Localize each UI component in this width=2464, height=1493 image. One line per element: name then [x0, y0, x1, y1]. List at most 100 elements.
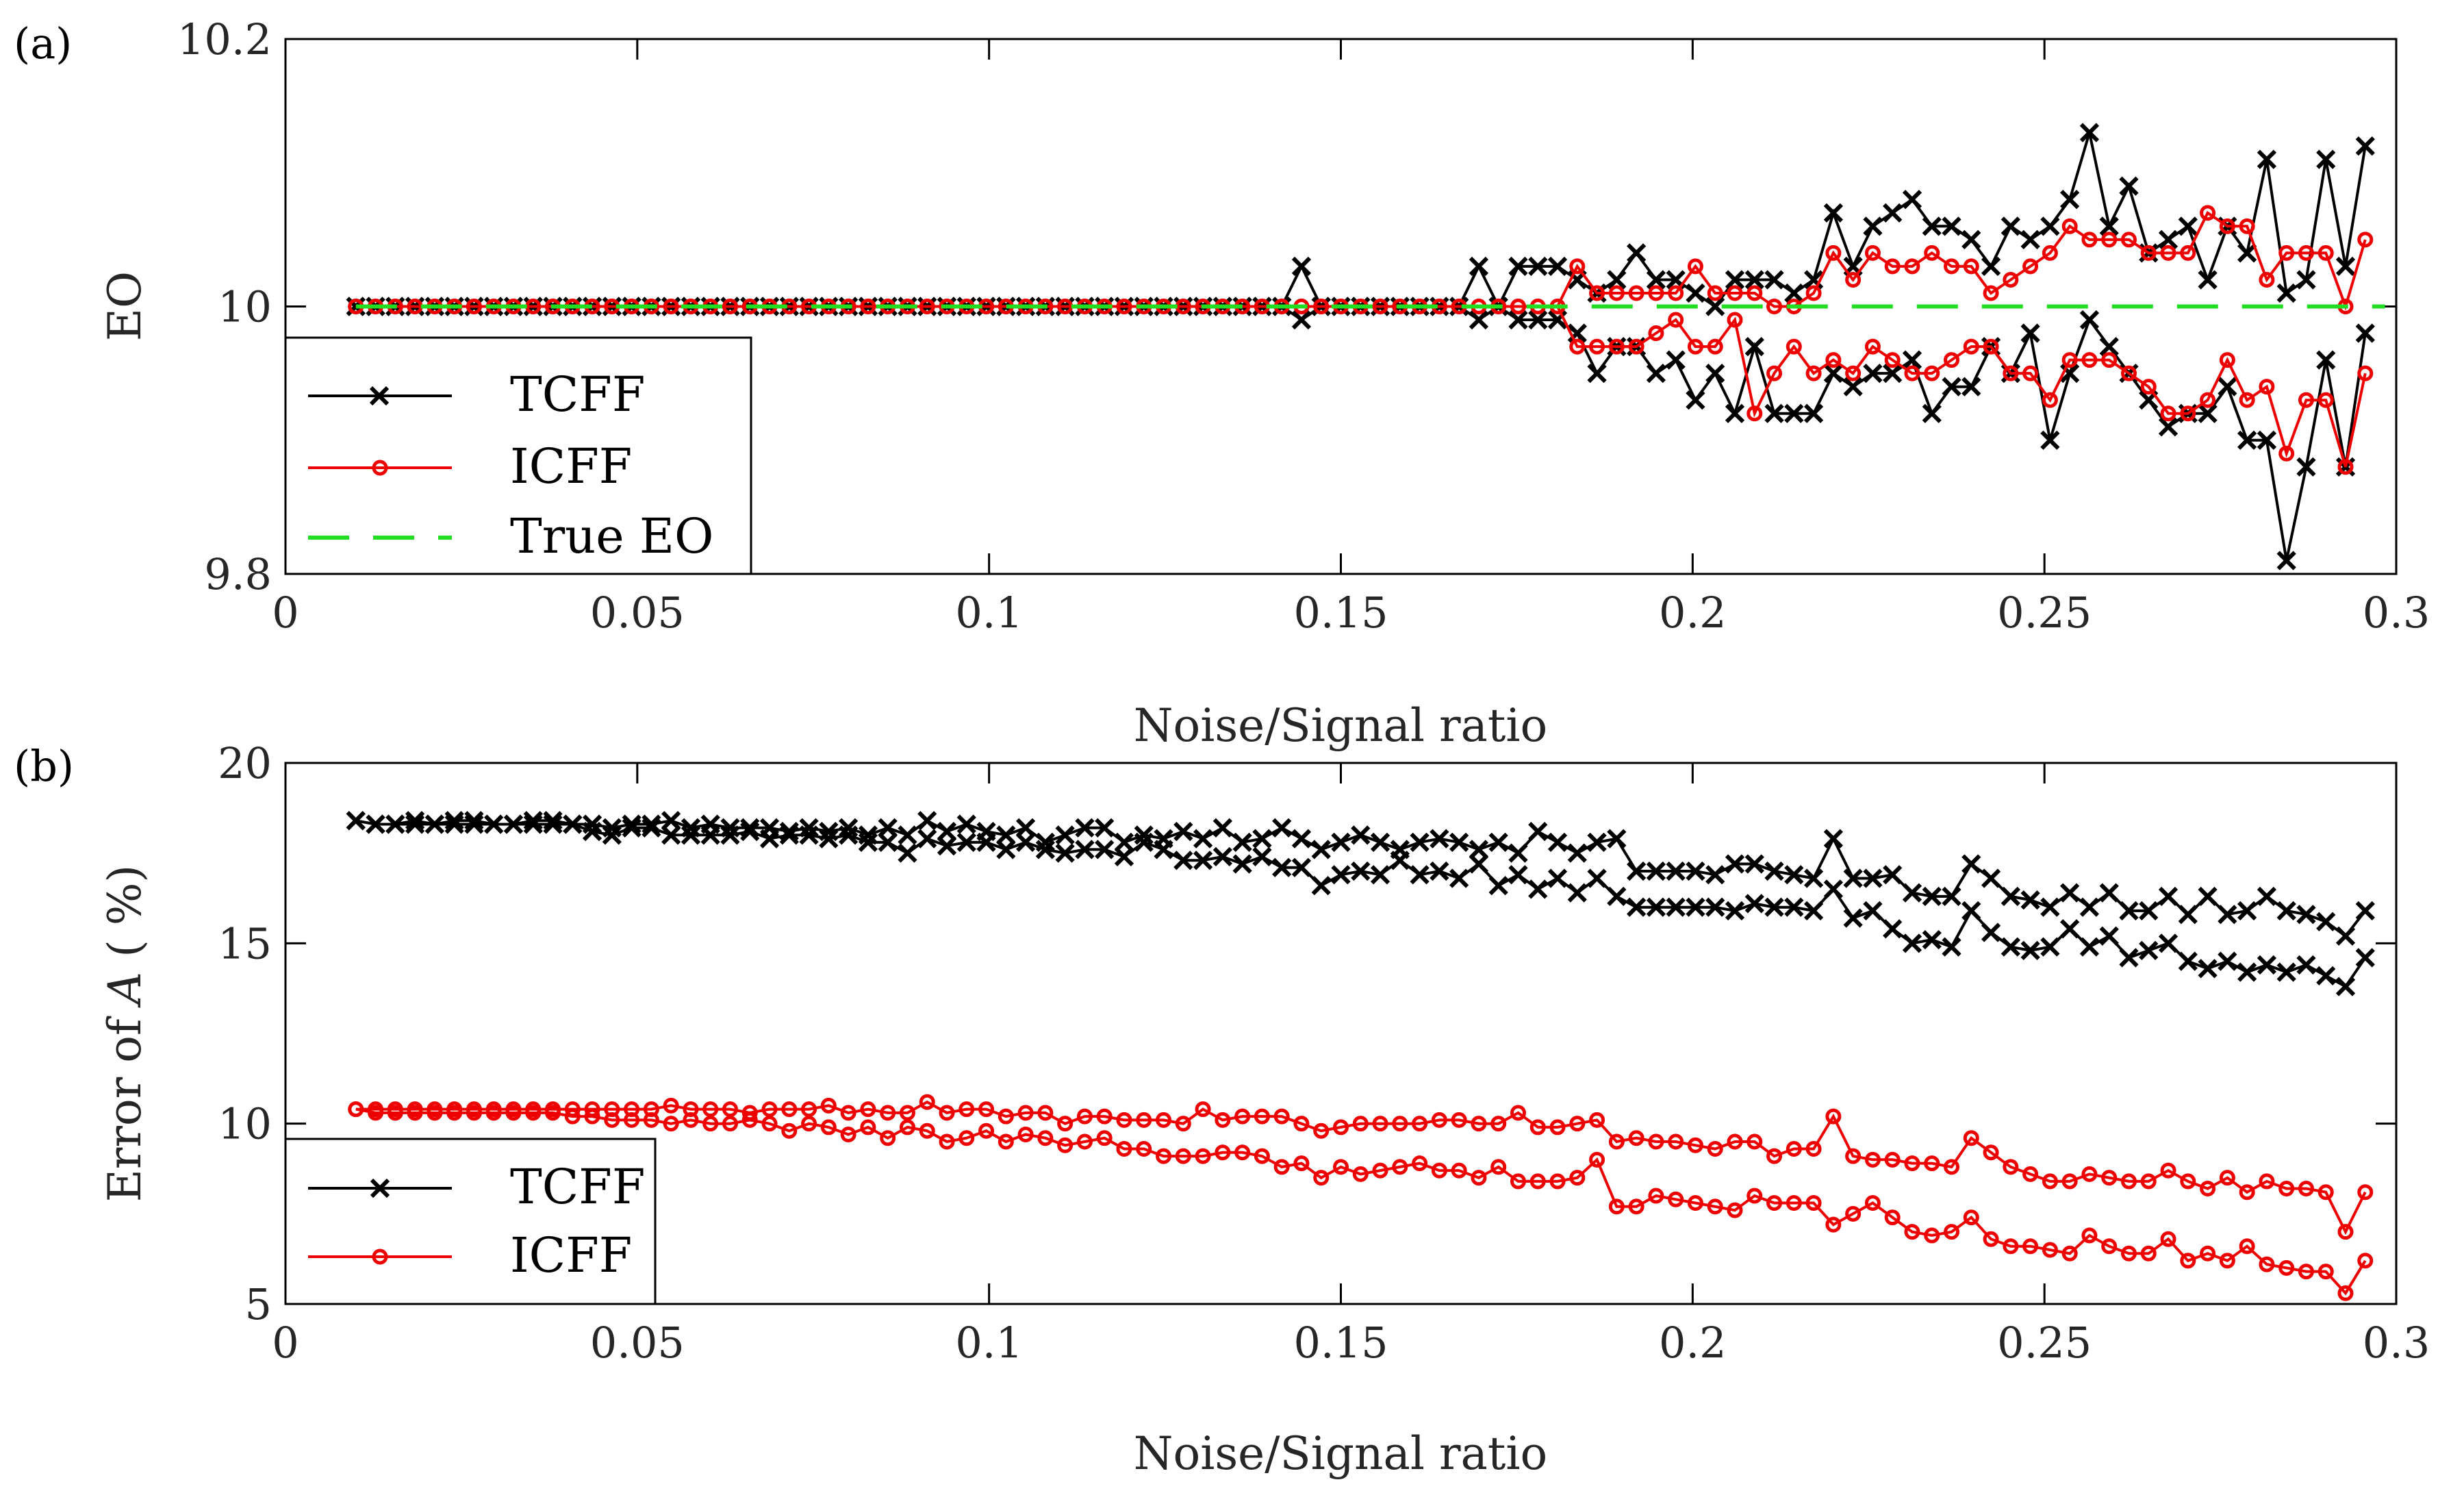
panel-a-tcff-point — [1686, 283, 1705, 303]
panel-b-icff-point — [1747, 1188, 1763, 1204]
panel-b-icff-point — [939, 1105, 955, 1121]
panel-b-tcff-point — [858, 832, 878, 852]
panel-b-tcff-point — [1922, 929, 1942, 950]
panel-b-tcff-point — [1843, 868, 1863, 888]
panel-a-y-tick-label: 10.2 — [177, 14, 272, 64]
panel-b-tcff-point — [464, 811, 484, 831]
panel-b-icff-point — [525, 1105, 542, 1121]
panel-b-tcff-point — [1212, 818, 1232, 838]
panel-a-tcff-point — [1744, 336, 1764, 357]
panel-a-tcff-point — [1508, 310, 1528, 330]
panel-b-tcff-point — [2119, 901, 2139, 921]
panel-b-icff-point — [998, 1108, 1014, 1125]
panel-b-tcff-point — [1311, 875, 1331, 896]
panel-a-tcff-point — [1626, 243, 1647, 263]
panel-b-tcff-point — [1075, 818, 1095, 838]
panel-b-icff-point — [1668, 1133, 1684, 1150]
panel-a-tcff-point — [1843, 377, 1863, 397]
panel-b-icff-point — [1589, 1151, 1605, 1168]
panel-b-icff-point — [1215, 1144, 1231, 1161]
panel-b-tcff-point — [366, 814, 385, 834]
panel-b-icff-point — [2140, 1173, 2157, 1190]
panel-b-icff-point — [466, 1105, 482, 1121]
panel-b-icff-point — [485, 1105, 502, 1121]
panel-b-tcff-point — [2020, 940, 2040, 960]
panel-b-icff-point — [1963, 1130, 1979, 1146]
panel-b-tcff-point — [2355, 948, 2375, 968]
panel-b-icff-point — [1175, 1148, 1191, 1164]
panel-b-tcff-point — [1488, 875, 1508, 896]
panel-b-tcff-point — [1961, 854, 1981, 874]
panel-a-tcff-point — [1902, 350, 1922, 370]
panel-b-icff-point — [722, 1116, 738, 1132]
panel-b-tcff-point — [1961, 901, 1981, 921]
panel-b-icff-point — [1569, 1170, 1586, 1186]
panel-b-y-label-prefix: Error of — [99, 1016, 151, 1202]
panel-b-icff-point — [1648, 1133, 1664, 1150]
panel-b-x-tick-label: 0.15 — [1293, 1318, 1388, 1368]
panel-b-tcff-point — [503, 814, 524, 834]
panel-b-icff-point — [2180, 1253, 2196, 1269]
panel-a-tcff-point — [2079, 123, 2100, 142]
panel-b-tcff-point — [956, 832, 976, 852]
panel-b-tcff-point — [700, 825, 720, 845]
panel-a-icff-point — [1707, 285, 1723, 301]
panel-b-tcff-point — [523, 814, 543, 834]
panel-b-tcff-point — [996, 825, 1016, 845]
panel-b-tcff-point — [1272, 857, 1292, 877]
panel-a-tcff-point — [2158, 229, 2179, 249]
panel-a-icff-point — [1687, 258, 1703, 275]
panel-b-tcff-point — [1528, 879, 1548, 899]
panel-b-tcff-point — [878, 818, 898, 838]
panel-b-icff-point — [1076, 1133, 1093, 1150]
panel-b-tcff-point — [2355, 901, 2375, 921]
panel-b-tcff-point — [2237, 901, 2257, 921]
panel-a-icff-point — [1963, 338, 1979, 355]
panel-b-tcff-point — [1705, 897, 1725, 917]
panel-a-tcff-point — [2060, 190, 2080, 210]
panel-b-y-label-suffix: ( %) — [99, 865, 151, 957]
panel-a-icff-point — [1747, 285, 1763, 301]
panel-a-tcff-point — [2178, 216, 2198, 236]
panel-b-tcff-point — [1055, 825, 1075, 845]
panel-b-tcff-point — [1430, 861, 1449, 881]
panel-b-icff-point — [1037, 1130, 1054, 1146]
panel-a-icff-point — [1963, 258, 1979, 275]
legend-b-tcff-marker — [370, 1178, 390, 1199]
panel-b-tcff-point — [1351, 825, 1371, 845]
panel-b-tcff-point — [1686, 861, 1705, 881]
panel-b-icff-point — [1352, 1116, 1369, 1132]
panel-a-tcff-point — [1863, 364, 1883, 384]
panel-b-tcff-point — [799, 825, 819, 845]
panel-b-icff-point — [1273, 1108, 1290, 1125]
panel-a-icff-point — [2120, 231, 2137, 248]
panel-a-x-tick-label: 0.3 — [2363, 588, 2430, 638]
panel-a-icff-point — [1589, 285, 1605, 301]
panel-a-icff-point — [1904, 258, 1920, 275]
panel-b-icff-point — [446, 1105, 463, 1121]
panel-b-tcff-point — [1232, 832, 1252, 852]
panel-b-tcff-point — [1370, 865, 1390, 885]
panel-b-icff-point — [2317, 1264, 2334, 1280]
panel-a-tcff-point — [1764, 270, 1784, 290]
panel-b-tcff-point — [2099, 926, 2119, 946]
panel-b-icff-point — [2298, 1264, 2314, 1280]
panel-b-tcff-point — [444, 814, 464, 834]
panel-b-tcff-point — [1410, 832, 1430, 852]
panel-b-icff-point — [1628, 1199, 1644, 1215]
panel-a-tcff-point — [1607, 270, 1627, 290]
panel-b-tcff-point — [543, 814, 563, 834]
panel-a-icff-point — [1628, 285, 1644, 301]
panel-a-icff-point — [2357, 365, 2374, 381]
panel-b-tcff-point — [1567, 883, 1587, 903]
panel-a-ticks: 0 0.05 0.1 0.15 0.2 0.25 0.3 9.8 10 10.2 — [177, 14, 2430, 638]
panel-a-tcff-point — [2296, 457, 2316, 477]
panel-b-icff-point — [939, 1133, 955, 1150]
panel-b-tcff-point — [2178, 905, 2198, 925]
panel-a-icff-point — [1608, 338, 1625, 355]
panel-b-tcff-point — [2158, 886, 2179, 906]
panel-b-tcff-point — [2237, 962, 2257, 982]
panel-b-tcff-point — [1607, 886, 1627, 906]
panel-b-tcff-point — [2335, 977, 2356, 996]
panel-b-icff-point — [2081, 1227, 2098, 1244]
